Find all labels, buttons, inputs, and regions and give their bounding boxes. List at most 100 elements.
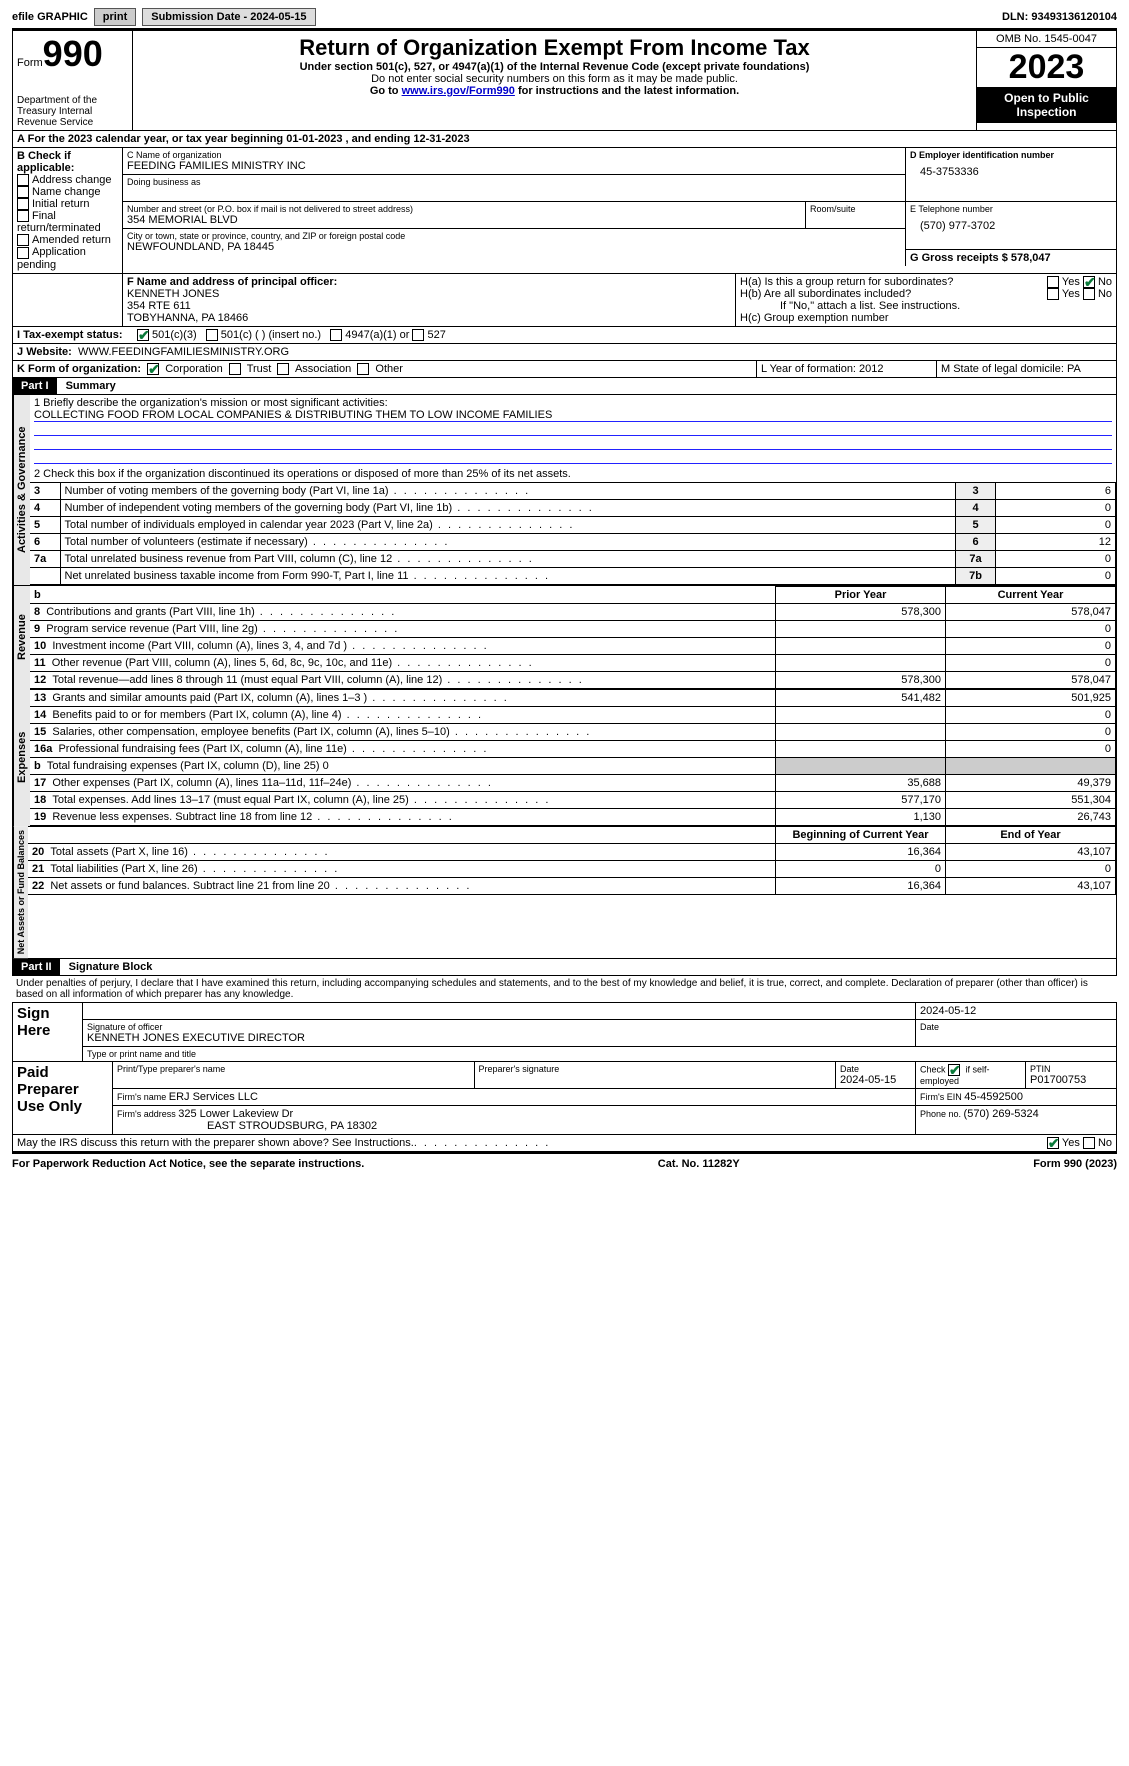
501c3-checkbox[interactable] bbox=[137, 329, 149, 341]
trust-checkbox[interactable] bbox=[229, 363, 241, 375]
no-label: No bbox=[1098, 276, 1112, 288]
part1-label: Part I bbox=[13, 378, 57, 394]
hb-no-checkbox[interactable] bbox=[1083, 288, 1095, 300]
table-row: 20 Total assets (Part X, line 16)16,3644… bbox=[28, 843, 1116, 860]
tax-year: 2023 bbox=[977, 48, 1116, 87]
4947-checkbox[interactable] bbox=[330, 329, 342, 341]
ha-yes-checkbox[interactable] bbox=[1047, 276, 1059, 288]
room-label: Room/suite bbox=[810, 204, 901, 214]
gross-receipts: G Gross receipts $ 578,047 bbox=[910, 252, 1051, 264]
prep-date: 2024-05-15 bbox=[840, 1074, 911, 1086]
discuss-no-checkbox[interactable] bbox=[1083, 1137, 1095, 1149]
exp-vlabel: Expenses bbox=[13, 689, 30, 826]
prep-name-label: Print/Type preparer's name bbox=[117, 1064, 470, 1074]
firm-name-label: Firm's name bbox=[117, 1092, 169, 1102]
4947-label: 4947(a)(1) or bbox=[345, 329, 409, 341]
revenue-section: Revenue bPrior YearCurrent Year8 Contrib… bbox=[12, 585, 1117, 689]
street-label: Number and street (or P.O. box if mail i… bbox=[127, 204, 801, 214]
corp-checkbox[interactable] bbox=[147, 363, 159, 375]
501c3-label: 501(c)(3) bbox=[152, 329, 197, 341]
ptin: P01700753 bbox=[1030, 1074, 1112, 1086]
table-row: 12 Total revenue—add lines 8 through 11 … bbox=[30, 671, 1116, 688]
part2-header: Part II Signature Block bbox=[12, 959, 1117, 976]
firm-ein: 45-4592500 bbox=[964, 1091, 1023, 1103]
dln: DLN: 93493136120104 bbox=[1002, 11, 1117, 23]
i-label: Tax-exempt status: bbox=[23, 329, 122, 341]
part1-header: Part I Summary bbox=[12, 378, 1117, 395]
goto-prefix: Go to bbox=[370, 85, 402, 97]
paid-label: Paid Preparer Use Only bbox=[13, 1062, 113, 1134]
hb-label: H(b) Are all subordinates included? bbox=[740, 288, 1047, 300]
assoc-label: Association bbox=[295, 363, 351, 375]
form-subtitle: Under section 501(c), 527, or 4947(a)(1)… bbox=[137, 61, 972, 73]
table-row: 11 Other revenue (Part VIII, column (A),… bbox=[30, 654, 1116, 671]
firm-ein-label: Firm's EIN bbox=[920, 1092, 964, 1102]
cat-no: Cat. No. 11282Y bbox=[658, 1158, 740, 1170]
f-label: F Name and address of principal officer: bbox=[127, 276, 731, 288]
table-row: 3Number of voting members of the governi… bbox=[30, 482, 1116, 499]
b-checkbox[interactable] bbox=[17, 247, 29, 259]
b-checkbox[interactable] bbox=[17, 210, 29, 222]
501c-label: 501(c) ( ) (insert no.) bbox=[221, 329, 321, 341]
discuss-yes-checkbox[interactable] bbox=[1047, 1137, 1059, 1149]
b-checkbox[interactable] bbox=[17, 186, 29, 198]
discuss-label: May the IRS discuss this return with the… bbox=[17, 1137, 414, 1149]
b-checkbox[interactable] bbox=[17, 174, 29, 186]
firm-name: ERJ Services LLC bbox=[169, 1091, 258, 1103]
tax-exempt-row: I Tax-exempt status: 501(c)(3) 501(c) ( … bbox=[12, 327, 1117, 344]
b-item-label: Amended return bbox=[32, 234, 111, 246]
website-row: J Website: WWW.FEEDINGFAMILIESMINISTRY.O… bbox=[12, 344, 1117, 361]
form-footer: Form 990 (2023) bbox=[1033, 1158, 1117, 1170]
exp-table: 13 Grants and similar amounts paid (Part… bbox=[30, 689, 1116, 826]
self-employed-checkbox[interactable] bbox=[948, 1064, 960, 1076]
b-label: B Check if applicable: bbox=[17, 150, 118, 174]
table-row: Net unrelated business taxable income fr… bbox=[30, 567, 1116, 584]
form-number: 990 bbox=[43, 33, 103, 74]
governance-section: Activities & Governance 1 Briefly descri… bbox=[12, 395, 1117, 585]
table-row: 16a Professional fundraising fees (Part … bbox=[30, 740, 1116, 757]
table-row: 8 Contributions and grants (Part VIII, l… bbox=[30, 603, 1116, 620]
table-header: Beginning of Current YearEnd of Year bbox=[28, 826, 1116, 843]
goto-line: Go to www.irs.gov/Form990 for instructio… bbox=[137, 85, 972, 97]
no-label: No bbox=[1098, 288, 1112, 300]
firm-addr-label: Firm's address bbox=[117, 1109, 178, 1119]
table-row: 19 Revenue less expenses. Subtract line … bbox=[30, 808, 1116, 825]
open-inspection: Open to Public Inspection bbox=[977, 87, 1116, 123]
b-item-label: Initial return bbox=[32, 198, 89, 210]
net-table: Beginning of Current YearEnd of Year20 T… bbox=[28, 826, 1116, 895]
firm-phone: (570) 269-5324 bbox=[964, 1108, 1039, 1120]
entity-block: B Check if applicable: Address changeNam… bbox=[12, 148, 1117, 274]
table-row: 6Total number of volunteers (estimate if… bbox=[30, 533, 1116, 550]
ptin-label: PTIN bbox=[1030, 1064, 1112, 1074]
table-header: bPrior YearCurrent Year bbox=[30, 586, 1116, 603]
dba-label: Doing business as bbox=[127, 177, 901, 187]
hb-yes-checkbox[interactable] bbox=[1047, 288, 1059, 300]
yes-label: Yes bbox=[1062, 288, 1080, 300]
table-row: 18 Total expenses. Add lines 13–17 (must… bbox=[30, 791, 1116, 808]
table-row: 9 Program service revenue (Part VIII, li… bbox=[30, 620, 1116, 637]
ein: 45-3753336 bbox=[910, 160, 1112, 178]
firm-phone-label: Phone no. bbox=[920, 1109, 964, 1119]
sign-here-block: Sign Here 2024-05-12 Signature of office… bbox=[12, 1002, 1117, 1062]
assoc-checkbox[interactable] bbox=[277, 363, 289, 375]
527-checkbox[interactable] bbox=[412, 329, 424, 341]
submission-date: Submission Date - 2024-05-15 bbox=[142, 8, 315, 26]
yes-label: Yes bbox=[1062, 276, 1080, 288]
city: NEWFOUNDLAND, PA 18445 bbox=[127, 241, 901, 253]
b-checkbox[interactable] bbox=[17, 234, 29, 246]
netassets-section: Net Assets or Fund Balances Beginning of… bbox=[12, 826, 1117, 959]
ha-no-checkbox[interactable] bbox=[1083, 276, 1095, 288]
501c-checkbox[interactable] bbox=[206, 329, 218, 341]
goto-suffix: for instructions and the latest informat… bbox=[515, 85, 739, 97]
tax-year-line: A For the 2023 calendar year, or tax yea… bbox=[12, 131, 1117, 148]
form990-link[interactable]: www.irs.gov/Form990 bbox=[402, 85, 515, 97]
prep-date-label: Date bbox=[840, 1064, 911, 1074]
b-item-label: Name change bbox=[32, 186, 101, 198]
other-checkbox[interactable] bbox=[357, 363, 369, 375]
dept-treasury: Department of the Treasury Internal Reve… bbox=[17, 95, 128, 128]
officer-name: KENNETH JONES bbox=[127, 288, 731, 300]
print-button[interactable]: print bbox=[94, 8, 136, 26]
officer-city: TOBYHANNA, PA 18466 bbox=[127, 312, 731, 324]
j-label: Website: bbox=[26, 346, 72, 358]
b-checkbox[interactable] bbox=[17, 198, 29, 210]
